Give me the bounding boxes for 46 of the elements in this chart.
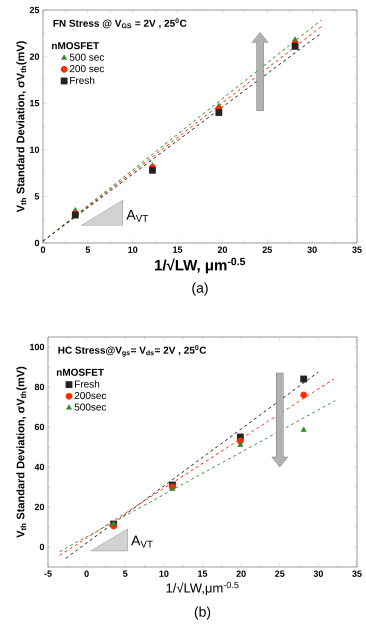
x-axis-title: 1/√LW,μm$^{-0.5}$ [166,582,239,595]
legend-label: 200 sec [70,65,104,72]
legend-title: nMOSFET [52,42,100,50]
x-tick-label: 30 [314,570,324,577]
legend-label: Fresh [75,380,100,388]
y-axis-title: V$_{th}$ Standard Deviation, σV$_{th}$(mV) [16,41,27,212]
annotation: A$_{VT}$ [131,536,153,548]
legend-title: nMOSFET [56,368,104,376]
x-tick-label: 35 [352,570,362,577]
x-tick-label: 20 [236,570,246,577]
y-tick-label: 0 [34,240,40,246]
annotation: A$_{VT}$ [126,210,148,222]
y-tick-label: 60 [34,424,44,430]
y-axis-title: V$_{th}$ Standard Deviation, σV$_{th}$(mV) [16,366,27,538]
y-tick-label: 40 [34,464,44,470]
x-tick-label: 20 [218,246,228,253]
legend-label: 500sec [74,404,106,411]
x-tick-label: 15 [173,246,182,253]
legend-label: 500 sec [70,54,104,61]
y-tick-label: 25 [30,6,40,14]
y-tick-label: 20 [34,504,44,510]
x-tick-label: 10 [128,246,138,253]
y-tick-label: 0 [40,544,44,550]
x-tick-label: 35 [352,246,362,253]
text: FN Stress @ V$_{GS}$ = 2V , 25$^{0}$C [53,18,187,28]
x-tick-label: 15 [198,570,208,577]
x-tick-label: 5 [123,570,128,577]
x-tick-label: 30 [307,246,317,253]
x-tick-label: 0 [84,570,89,577]
legend-label: 200sec [74,392,106,400]
x-tick-label: 5 [86,246,90,253]
y-tick-label: 5 [34,193,40,200]
y-tick-label: 20 [30,53,40,60]
x-axis-title: 1/√LW, μm$^{-0.5}$ [155,258,246,274]
x-tick-label: 10 [159,570,169,577]
legend-label: Fresh [70,76,94,84]
x-tick-label: 25 [275,570,284,577]
text: HC Stress@V$_{gs}$= V$_{ds}$= 2V , 25$^{0}$C [58,345,206,357]
x-tick-label: -5 [44,570,52,577]
y-tick-label: 80 [34,384,44,390]
x-tick-label: 25 [262,246,272,253]
text: (a) [192,282,208,296]
text: (b) [194,606,210,620]
y-tick-label: 10 [30,146,40,153]
y-tick-label: 100 [30,344,44,350]
y-tick-label: 15 [30,100,40,106]
